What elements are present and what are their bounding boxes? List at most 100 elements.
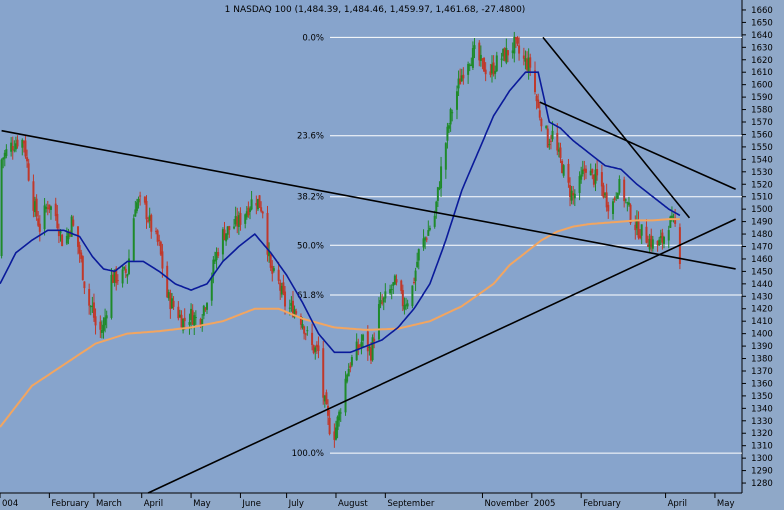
price-bar-body [166, 265, 169, 298]
y-tick-label: 1610 [751, 68, 773, 78]
price-bar-body [589, 170, 592, 176]
price-bar-body [236, 216, 239, 227]
price-bar-body [470, 64, 473, 66]
price-bar-body [134, 209, 137, 217]
price-bar-body [135, 202, 138, 212]
price-bar-body [228, 226, 231, 231]
moving-average-slow [0, 218, 680, 428]
price-bar-body [651, 239, 654, 249]
price-bar-body [204, 308, 207, 310]
price-bar-body [659, 235, 662, 239]
fibonacci-levels: 0.0% 23.6% 38.2% 50.0% 61.8% 100.0% [292, 33, 742, 459]
price-bar-body [382, 297, 385, 303]
price-bar-body [562, 165, 565, 176]
fib-label: 0.0% [302, 33, 324, 43]
price-bar-body [233, 226, 236, 229]
price-bar-body [462, 74, 465, 79]
y-tick-label: 1440 [751, 280, 773, 290]
price-bar-body [584, 168, 587, 173]
price-bars [0, 31, 681, 448]
price-bar-body [56, 213, 59, 229]
price-bar-body [635, 219, 638, 229]
price-bar-body [112, 274, 115, 283]
price-bar-body [322, 348, 325, 398]
price-bar-body [334, 427, 337, 440]
price-bar-body [424, 237, 427, 241]
price-bar-body [45, 206, 48, 210]
trendline [1, 129, 736, 270]
price-bar-body [634, 224, 637, 231]
price-bar-body [312, 345, 315, 353]
price-bar-body [237, 215, 240, 227]
price-bar-body [100, 330, 103, 333]
y-tick-label: 1540 [751, 155, 773, 165]
price-bar-body [199, 318, 202, 325]
price-bar-body [400, 280, 403, 291]
price-bar-body [373, 338, 376, 342]
y-tick-label: 1580 [751, 106, 773, 116]
price-bar-body [591, 168, 594, 173]
price-bar-body [148, 215, 151, 221]
trendline [147, 218, 736, 494]
fib-label: 50.0% [297, 241, 324, 251]
price-bar-body [167, 292, 170, 299]
price-bar-body [440, 166, 443, 189]
price-bar-body [291, 300, 294, 317]
price-bar-body [650, 235, 653, 248]
price-bar-body [223, 229, 226, 240]
price-bar-body [616, 192, 619, 199]
price-bar-body [172, 300, 175, 307]
price-bar-body [366, 331, 369, 352]
price-bar-body [449, 109, 452, 125]
price-bar-body [667, 230, 670, 241]
price-bar-body [656, 240, 659, 246]
price-bar-body [513, 36, 516, 54]
price-bar-body [325, 392, 328, 405]
price-bar-body [155, 230, 158, 232]
price-bar-body [158, 239, 161, 241]
y-tick-label: 1420 [751, 305, 773, 315]
price-bar-body [268, 251, 271, 257]
price-bar-body [217, 251, 220, 256]
price-bar-body [483, 57, 486, 72]
price-bar-body [478, 42, 481, 61]
price-bar-body [290, 302, 293, 306]
x-tick-label: November [484, 499, 529, 509]
fib-label: 100.0% [292, 449, 324, 459]
price-bar-body [38, 223, 41, 232]
price-bar-body [605, 192, 608, 208]
price-bar-body [339, 412, 342, 414]
price-bar-body [626, 202, 629, 204]
x-tick-label: February [583, 499, 621, 509]
price-bar-body [436, 187, 439, 201]
price-bar-body [169, 293, 172, 310]
price-bar-body [506, 50, 509, 56]
price-bar-body [191, 310, 194, 325]
price-bar-body [250, 199, 253, 210]
price-bar-body [304, 333, 307, 335]
price-bar-body [489, 71, 492, 75]
price-bar-body [473, 45, 476, 50]
price-bar-body [178, 314, 181, 318]
price-bar-body [21, 139, 24, 148]
price-bar-body [43, 205, 46, 230]
price-bar-body [481, 58, 484, 60]
x-axis-ticks: 004 February March April May June July August Se… [0, 493, 735, 509]
price-bar-body [201, 318, 204, 327]
price-bar-body [435, 201, 438, 213]
price-bar-body [468, 64, 471, 67]
price-bar-body [362, 334, 365, 341]
price-bar-body [284, 291, 287, 307]
y-tick-label: 1330 [751, 417, 773, 427]
price-bar-body [78, 245, 81, 254]
price-bar-body [451, 112, 454, 114]
price-bar-body [645, 226, 648, 243]
y-tick-label: 1400 [751, 330, 773, 340]
price-bar-body [522, 55, 525, 59]
x-axis-panel [0, 493, 742, 510]
price-bar-body [537, 99, 540, 108]
price-bar-body [559, 147, 562, 158]
price-bar-body [371, 337, 374, 361]
x-tick-label: August [338, 499, 368, 509]
price-bar-body [535, 95, 538, 102]
